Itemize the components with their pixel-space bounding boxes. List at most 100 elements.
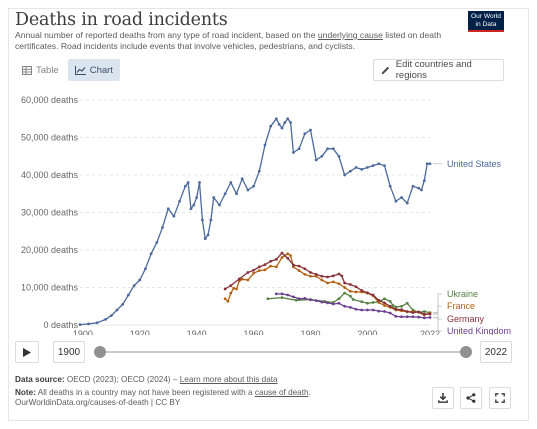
data-point-united-kingdom[interactable] [405, 315, 409, 319]
play-button[interactable] [15, 341, 39, 363]
data-point-united-states[interactable] [286, 117, 290, 121]
data-point-united-states[interactable] [314, 158, 318, 162]
data-point-ukraine[interactable] [337, 297, 341, 301]
data-point-france[interactable] [383, 304, 386, 307]
data-point-ukraine[interactable] [371, 301, 375, 304]
data-point-united-states[interactable] [240, 177, 244, 181]
data-point-france[interactable] [377, 301, 381, 304]
data-point-germany[interactable] [292, 263, 295, 267]
data-point-united-states[interactable] [109, 314, 113, 318]
data-point-germany[interactable] [337, 272, 341, 276]
data-point-united-states[interactable] [277, 122, 281, 126]
data-point-united-kingdom[interactable] [365, 308, 369, 312]
series-line-united-kingdom[interactable] [276, 293, 431, 319]
data-point-france[interactable] [229, 291, 233, 295]
edit-countries-button[interactable]: Edit countries and regions [373, 59, 504, 81]
data-point-germany[interactable] [223, 287, 227, 291]
data-point-united-kingdom[interactable] [354, 307, 358, 311]
data-point-united-states[interactable] [388, 184, 392, 188]
legend-label-france[interactable]: France [447, 301, 475, 311]
data-point-united-kingdom[interactable] [400, 315, 403, 319]
data-point-united-states[interactable] [263, 143, 267, 147]
series-line-united-states[interactable] [79, 118, 430, 326]
data-point-germany[interactable] [314, 272, 318, 276]
data-point-united-states[interactable] [198, 181, 201, 184]
data-point-germany[interactable] [428, 312, 432, 316]
data-point-united-kingdom[interactable] [337, 301, 341, 305]
timeline-end-handle[interactable] [460, 346, 472, 358]
legend-label-germany[interactable]: Germany [447, 314, 485, 324]
data-point-germany[interactable] [303, 267, 307, 271]
data-point-united-kingdom[interactable] [377, 309, 381, 313]
share-button[interactable] [460, 387, 482, 409]
data-point-united-states[interactable] [209, 218, 213, 222]
data-point-germany[interactable] [383, 301, 386, 305]
timeline-start-handle[interactable] [94, 346, 106, 358]
data-point-united-states[interactable] [411, 184, 415, 188]
data-point-united-states[interactable] [121, 302, 125, 306]
underlying-cause-link[interactable]: underlying cause [317, 30, 383, 40]
legend-label-united-kingdom[interactable]: United Kingdom [447, 326, 511, 335]
data-point-united-states[interactable] [354, 166, 358, 169]
data-point-germany[interactable] [237, 277, 241, 281]
data-point-united-states[interactable] [377, 162, 381, 166]
data-point-united-states[interactable] [212, 196, 216, 199]
data-point-united-states[interactable] [95, 321, 99, 325]
license-line[interactable]: OurWorldinData.org/causes-of-death | CC … [15, 398, 181, 407]
data-point-united-states[interactable] [126, 293, 130, 297]
data-point-united-states[interactable] [235, 192, 238, 196]
data-point-ukraine[interactable] [280, 296, 284, 300]
data-point-france[interactable] [223, 297, 227, 301]
data-point-united-states[interactable] [192, 203, 196, 207]
start-year-box[interactable]: 1900 [53, 341, 85, 363]
data-point-germany[interactable] [422, 312, 426, 316]
data-point-ukraine[interactable] [343, 291, 347, 295]
data-point-united-kingdom[interactable] [320, 300, 324, 304]
data-point-united-states[interactable] [229, 181, 233, 184]
data-point-united-states[interactable] [87, 322, 90, 326]
data-point-germany[interactable] [280, 251, 284, 255]
data-point-united-states[interactable] [280, 126, 284, 130]
data-point-united-states[interactable] [104, 317, 108, 321]
data-point-france[interactable] [226, 299, 230, 303]
data-point-united-states[interactable] [371, 164, 375, 168]
data-point-united-states[interactable] [394, 199, 398, 203]
data-point-united-states[interactable] [132, 284, 136, 288]
data-point-united-states[interactable] [283, 121, 287, 124]
data-point-germany[interactable] [297, 264, 301, 268]
data-point-germany[interactable] [365, 291, 369, 295]
data-point-ukraine[interactable] [391, 304, 395, 307]
data-point-united-states[interactable] [218, 203, 221, 207]
data-point-france[interactable] [232, 286, 236, 290]
data-point-united-states[interactable] [428, 162, 432, 166]
data-point-france[interactable] [240, 277, 244, 281]
data-point-united-kingdom[interactable] [394, 314, 398, 318]
tab-table[interactable]: Table [15, 59, 66, 81]
data-point-united-states[interactable] [309, 128, 312, 132]
data-point-france[interactable] [246, 278, 250, 282]
data-point-germany[interactable] [320, 274, 324, 278]
data-point-germany[interactable] [340, 274, 344, 278]
data-point-ukraine[interactable] [388, 299, 392, 303]
data-point-united-states[interactable] [203, 237, 207, 241]
data-point-united-states[interactable] [303, 132, 307, 136]
data-point-united-kingdom[interactable] [348, 305, 352, 309]
download-button[interactable] [432, 387, 454, 409]
end-year-box[interactable]: 2022 [480, 341, 512, 363]
data-point-united-states[interactable] [400, 196, 403, 199]
data-point-united-states[interactable] [417, 186, 421, 190]
data-point-united-states[interactable] [348, 169, 352, 173]
data-point-united-states[interactable] [78, 323, 82, 327]
data-point-united-states[interactable] [200, 218, 204, 222]
cause-of-death-link[interactable]: cause of death [254, 388, 309, 397]
data-point-france[interactable] [286, 252, 290, 256]
data-point-united-states[interactable] [252, 184, 255, 188]
data-point-france[interactable] [348, 289, 352, 293]
data-point-united-states[interactable] [425, 162, 429, 166]
data-point-united-states[interactable] [189, 207, 193, 211]
data-point-germany[interactable] [394, 307, 398, 311]
data-point-united-states[interactable] [155, 241, 159, 244]
data-point-united-kingdom[interactable] [360, 308, 364, 312]
data-point-france[interactable] [309, 274, 312, 278]
data-point-ukraine[interactable] [394, 305, 398, 309]
